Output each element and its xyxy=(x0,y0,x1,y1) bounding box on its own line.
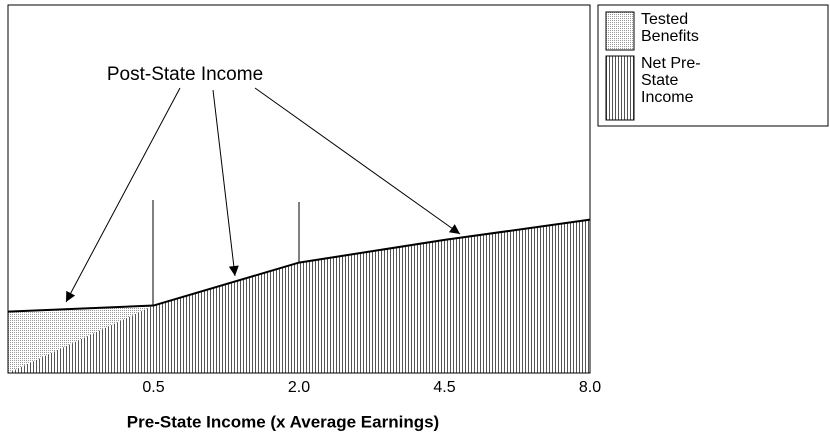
x-axis-label: Pre-State Income (x Average Earnings) xyxy=(127,412,439,431)
x-tick-label: 0.5 xyxy=(142,379,164,396)
top-line xyxy=(7,218,591,313)
plot-frame xyxy=(7,4,591,374)
arrow xyxy=(65,87,181,303)
area xyxy=(8,219,590,373)
annotation: Post-State Income xyxy=(107,64,263,85)
legend-frame xyxy=(597,4,829,127)
legend-label: Net Pre-State Income xyxy=(641,55,701,106)
legend-swatch xyxy=(605,11,635,51)
x-tick-label: 4.5 xyxy=(433,379,455,396)
x-tick-label: 8.0 xyxy=(579,379,601,396)
legend-label: Tested Benefits xyxy=(641,11,699,45)
legend-swatch xyxy=(605,55,635,121)
arrow xyxy=(212,89,239,277)
x-tick-label: 2.0 xyxy=(288,379,310,396)
arrow xyxy=(254,87,461,235)
